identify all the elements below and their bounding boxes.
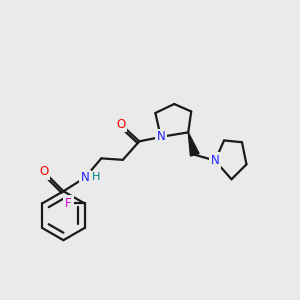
Text: O: O [116, 118, 125, 130]
Polygon shape [188, 132, 199, 156]
Text: H: H [92, 172, 100, 182]
Text: O: O [39, 165, 49, 178]
Text: N: N [211, 154, 220, 167]
Text: F: F [65, 197, 72, 210]
Text: N: N [80, 171, 89, 184]
Text: N: N [156, 130, 165, 143]
